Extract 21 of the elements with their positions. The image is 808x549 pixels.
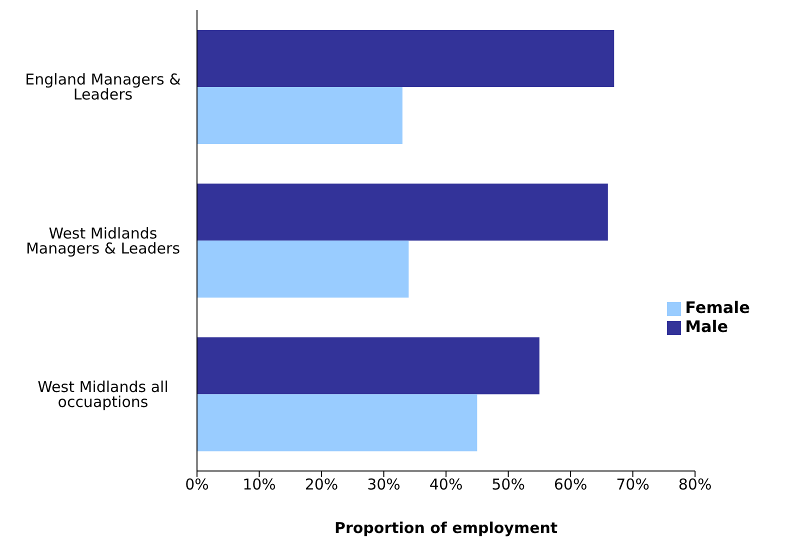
bar (197, 184, 608, 241)
bar (197, 394, 478, 452)
x-axis-title: Proportion of employment (334, 519, 558, 537)
bar (197, 86, 402, 144)
y-tick-label: West Midlands Managers & Leaders (26, 224, 180, 258)
legend-label: Male (685, 317, 728, 336)
y-tick-label: West Midlands all occuaptions (38, 378, 168, 411)
x-tick-label: 80% (678, 476, 712, 494)
x-tick-label: 50% (492, 476, 525, 494)
bar (197, 337, 540, 394)
x-tick-label: 10% (242, 476, 276, 494)
x-tick-label: 0% (185, 476, 209, 494)
x-tick-label: 20% (304, 476, 338, 494)
x-tick-label: 60% (554, 476, 588, 494)
y-tick-label: England Managers & Leaders (25, 70, 182, 104)
x-tick-label: 40% (429, 476, 463, 494)
bar (197, 30, 614, 87)
x-tick-label: 70% (616, 476, 650, 494)
bar (197, 240, 409, 298)
x-tick-label: 30% (367, 476, 400, 494)
legend-label: Female (685, 298, 750, 317)
